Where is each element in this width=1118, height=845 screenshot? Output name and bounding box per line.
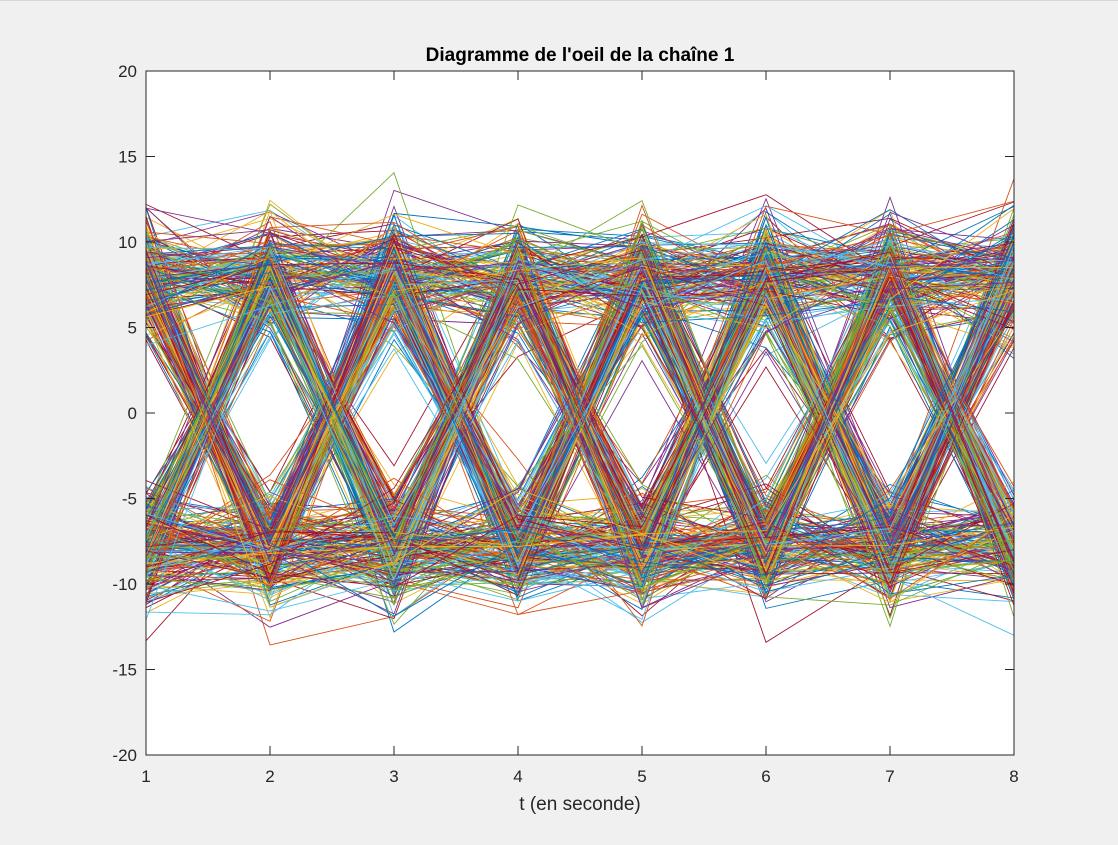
signal-trace bbox=[145, 235, 1015, 598]
signal-trace bbox=[145, 249, 1015, 594]
signal-trace bbox=[145, 288, 1015, 575]
signal-trace bbox=[145, 244, 1015, 557]
signal-trace bbox=[145, 261, 1015, 586]
signal-trace bbox=[145, 242, 1015, 580]
signal-trace bbox=[145, 290, 1015, 608]
signal-trace bbox=[145, 254, 1015, 612]
signal-trace bbox=[145, 248, 1015, 600]
signal-trace bbox=[145, 241, 1015, 526]
y-tick-label: -15 bbox=[112, 661, 137, 680]
signal-trace bbox=[145, 263, 1015, 599]
signal-trace bbox=[145, 222, 1015, 550]
signal-trace bbox=[145, 247, 1015, 595]
signal-traces bbox=[145, 171, 1015, 646]
signal-trace bbox=[145, 245, 1015, 575]
signal-trace bbox=[145, 238, 1015, 585]
signal-trace bbox=[145, 243, 1015, 569]
chart-title: Diagramme de l'oeil de la chaîne 1 bbox=[426, 45, 735, 66]
y-tick-label: 5 bbox=[128, 319, 137, 338]
x-tick-label: 6 bbox=[761, 767, 770, 786]
x-tick-label: 2 bbox=[265, 767, 274, 786]
signal-trace bbox=[145, 224, 1015, 552]
x-tick-label: 1 bbox=[141, 767, 150, 786]
signal-trace bbox=[145, 223, 1015, 617]
signal-trace bbox=[145, 269, 1015, 593]
signal-trace bbox=[145, 216, 1015, 578]
signal-trace bbox=[145, 273, 1015, 597]
signal-trace bbox=[145, 267, 1015, 580]
signal-trace bbox=[145, 243, 1015, 576]
signal-trace bbox=[145, 243, 1015, 573]
signal-trace bbox=[145, 248, 1015, 615]
signal-trace bbox=[145, 289, 1015, 565]
signal-trace bbox=[145, 200, 1015, 580]
signal-trace bbox=[145, 257, 1015, 564]
signal-trace bbox=[145, 221, 1015, 574]
signal-trace bbox=[145, 270, 1015, 588]
signal-trace bbox=[145, 259, 1015, 542]
signal-trace bbox=[145, 227, 1015, 555]
signal-trace bbox=[145, 294, 1015, 604]
signal-trace bbox=[145, 238, 1015, 584]
axis-ticks: 1 2 3 4 5 6 7 8 -20 -15 -10 -5 0 5 10 15 20 bbox=[112, 62, 1018, 786]
signal-trace bbox=[145, 263, 1015, 561]
signal-trace bbox=[145, 264, 1015, 582]
signal-trace bbox=[145, 213, 1015, 561]
y-tick-label: -5 bbox=[122, 490, 137, 509]
signal-trace bbox=[145, 269, 1015, 601]
signal-trace bbox=[145, 262, 1015, 563]
signal-trace bbox=[145, 264, 1015, 576]
y-tick-label: 10 bbox=[118, 233, 137, 252]
signal-trace bbox=[145, 232, 1015, 579]
y-tick-label: 0 bbox=[128, 404, 137, 423]
y-tick-label: 15 bbox=[118, 148, 137, 167]
y-tick-label: 20 bbox=[118, 62, 137, 81]
x-tick-label: 5 bbox=[637, 767, 646, 786]
signal-trace bbox=[145, 272, 1015, 597]
signal-trace bbox=[145, 194, 1015, 606]
signal-trace bbox=[145, 258, 1015, 589]
x-tick-label: 4 bbox=[513, 767, 522, 786]
signal-trace bbox=[145, 208, 1015, 582]
signal-trace bbox=[145, 268, 1015, 587]
x-tick-label: 3 bbox=[389, 767, 398, 786]
x-tick-label: 7 bbox=[885, 767, 894, 786]
signal-trace bbox=[145, 232, 1015, 579]
signal-trace bbox=[145, 200, 1015, 583]
signal-trace bbox=[145, 241, 1015, 587]
signal-trace bbox=[145, 223, 1015, 595]
signal-trace bbox=[145, 262, 1015, 621]
y-tick-label: -10 bbox=[112, 575, 137, 594]
signal-trace bbox=[145, 251, 1015, 588]
x-tick-label: 8 bbox=[1009, 767, 1018, 786]
signal-trace bbox=[145, 265, 1015, 573]
y-tick-label: -20 bbox=[112, 746, 137, 765]
signal-trace bbox=[145, 171, 1015, 575]
x-axis-label: t (en seconde) bbox=[519, 794, 640, 815]
